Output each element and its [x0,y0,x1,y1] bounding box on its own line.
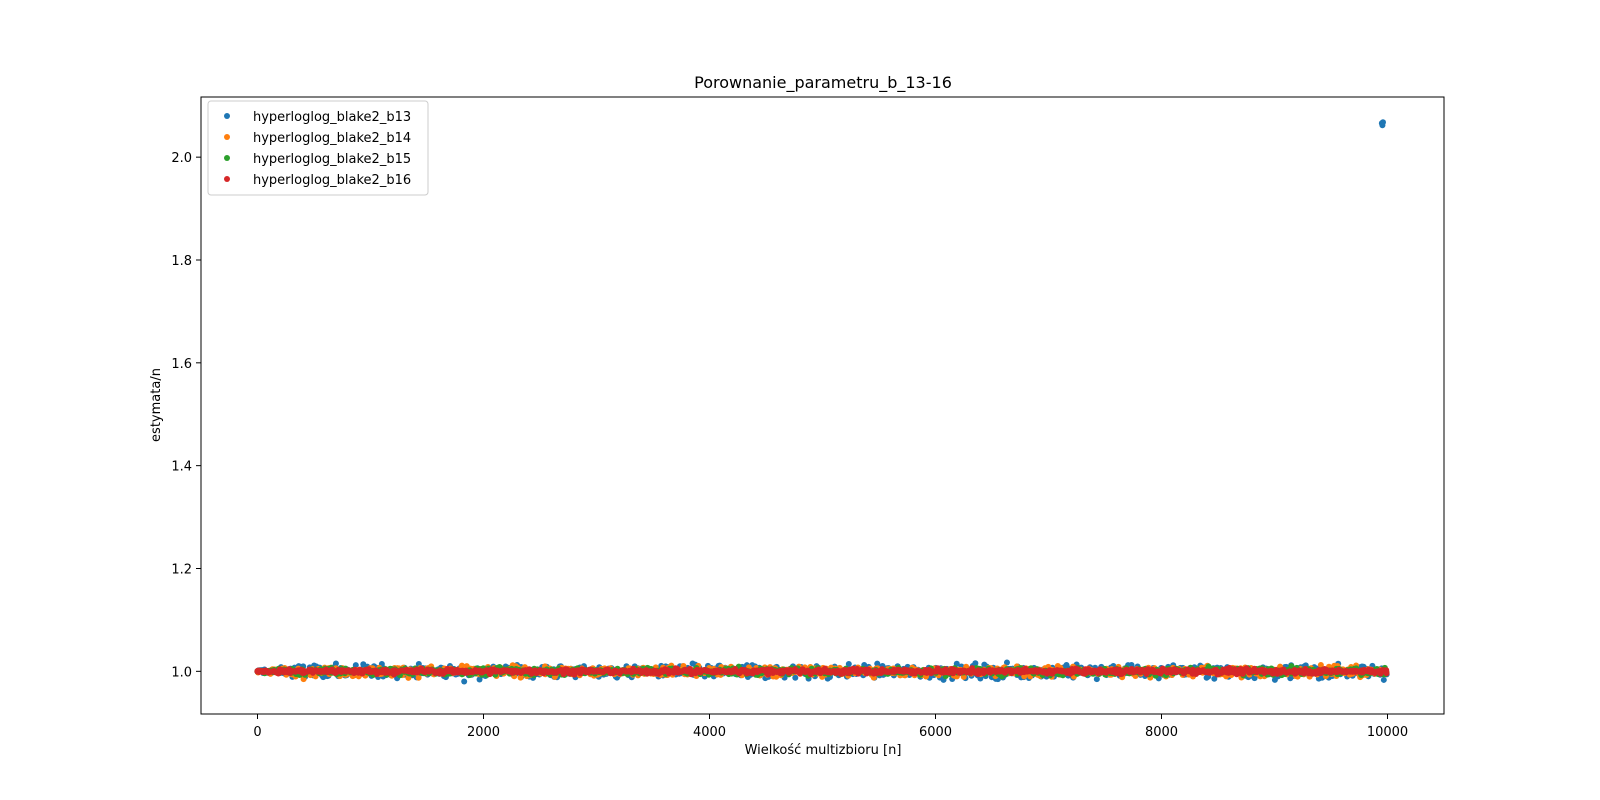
data-point [972,660,979,667]
chart-title: Porownanie_parametru_b_13-16 [694,73,952,93]
data-point [1317,661,1324,668]
data-point [1379,122,1386,129]
legend-marker [224,134,230,140]
legend-marker [224,176,230,182]
y-axis: 1.0 1.2 1.4 1.6 1.8 2.0 [171,151,201,680]
y-tick-label: 1.6 [171,357,192,372]
data-point [352,662,359,669]
y-tick-label: 1.0 [171,665,192,680]
data-point [332,660,339,667]
series-hyperloglog_blake2_b13 [254,119,1390,685]
legend-label: hyperloglog_blake2_b13 [253,110,411,125]
y-tick-label: 1.8 [171,254,192,269]
y-axis-label: estymata/n [149,368,164,442]
data-point [977,675,984,682]
data-point [415,674,422,681]
legend-marker [224,155,230,161]
data-point [1211,675,1218,682]
x-tick-label: 6000 [919,725,952,740]
legend-box [207,100,429,196]
legend-label: hyperloglog_blake2_b14 [253,131,411,146]
y-tick-label: 1.4 [171,460,192,475]
y-tick-label: 1.2 [171,562,192,577]
data-point [1380,676,1387,683]
x-axis: 0 2000 4000 6000 8000 10000 [253,714,1408,740]
data-point [1003,659,1010,666]
legend: hyperloglog_blake2_b13 hyperloglog_blake2… [207,100,429,196]
x-tick-label: 0 [253,725,261,740]
x-tick-label: 4000 [693,725,726,740]
series-hyperloglog_blake2_b16 [254,664,1390,678]
data-point [792,674,799,681]
data-point [461,678,468,685]
data-point [1383,670,1390,677]
x-tick-label: 8000 [1145,725,1178,740]
data-point [254,668,261,675]
x-axis-label: Wielkość multizbioru [n] [745,743,902,758]
y-tick-label: 2.0 [171,151,192,166]
x-tick-label: 10000 [1367,725,1408,740]
data-point [1093,676,1100,683]
plot-points [254,119,1390,685]
legend-label: hyperloglog_blake2_b16 [253,173,411,188]
data-point [845,661,852,668]
x-tick-label: 2000 [467,725,500,740]
legend-marker [224,113,230,119]
legend-label: hyperloglog_blake2_b15 [253,152,411,167]
plot-frame [200,96,1445,715]
